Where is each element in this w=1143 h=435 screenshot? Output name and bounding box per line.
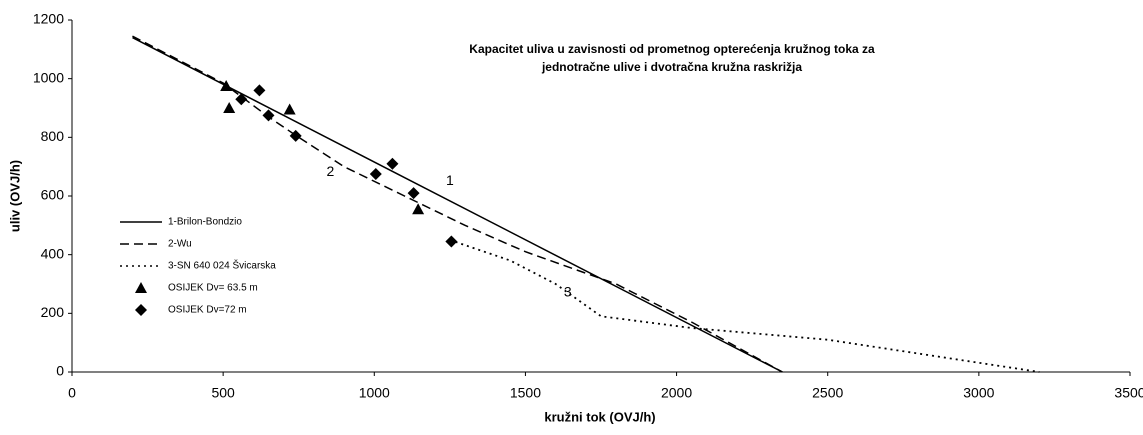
x-tick-label: 3500 (1114, 385, 1143, 401)
triangle-marker (220, 80, 233, 91)
legend-label: 2-Wu (168, 239, 192, 250)
diamond-marker (253, 84, 266, 97)
diamond-marker (407, 187, 420, 200)
triangle-marker (135, 282, 147, 293)
legend-label: 3-SN 640 024 Švicarska (168, 259, 276, 272)
diamond-marker (235, 93, 248, 106)
x-axis-label: kružni tok (OVJ/h) (544, 409, 655, 424)
x-tick-label: 2500 (812, 385, 843, 401)
y-tick-label: 0 (56, 363, 64, 379)
diamond-marker (369, 168, 382, 180)
chart-title: Kapacitet uliva u zavisnosti od prometno… (469, 42, 875, 56)
y-tick-label: 400 (41, 245, 65, 261)
x-tick-label: 3000 (963, 385, 994, 401)
x-tick-label: 1000 (359, 385, 390, 401)
triangle-marker (412, 203, 425, 215)
triangle-marker (283, 103, 296, 115)
triangle-marker (223, 102, 236, 113)
legend-label: OSIJEK Dv=72 m (168, 305, 247, 316)
diamond-marker (262, 109, 275, 122)
diamond-marker (386, 157, 399, 170)
series-line (132, 35, 783, 373)
y-tick-label: 1000 (33, 69, 64, 85)
legend-label: OSIJEK Dv= 63.5 m (168, 283, 258, 294)
diamond-marker (445, 235, 458, 248)
diamond-marker (135, 304, 147, 316)
y-axis-label: uliv (OVJ/h) (7, 160, 22, 232)
annotation: 3 (564, 284, 572, 300)
legend-label: 1-Brilon-Bondzio (168, 217, 242, 228)
chart-title: jednotračne ulive i dvotračna kružna ras… (541, 60, 802, 74)
annotation: 2 (327, 163, 335, 179)
series-line (132, 36, 783, 373)
y-tick-label: 200 (41, 304, 65, 320)
y-tick-label: 600 (41, 187, 65, 203)
annotation: 1 (446, 172, 454, 188)
x-tick-label: 500 (211, 385, 235, 401)
x-tick-label: 0 (68, 385, 76, 401)
y-tick-label: 800 (41, 128, 65, 144)
y-tick-label: 1200 (33, 11, 64, 27)
x-tick-label: 2000 (661, 385, 692, 401)
x-tick-label: 1500 (510, 385, 541, 401)
diamond-marker (289, 129, 302, 142)
